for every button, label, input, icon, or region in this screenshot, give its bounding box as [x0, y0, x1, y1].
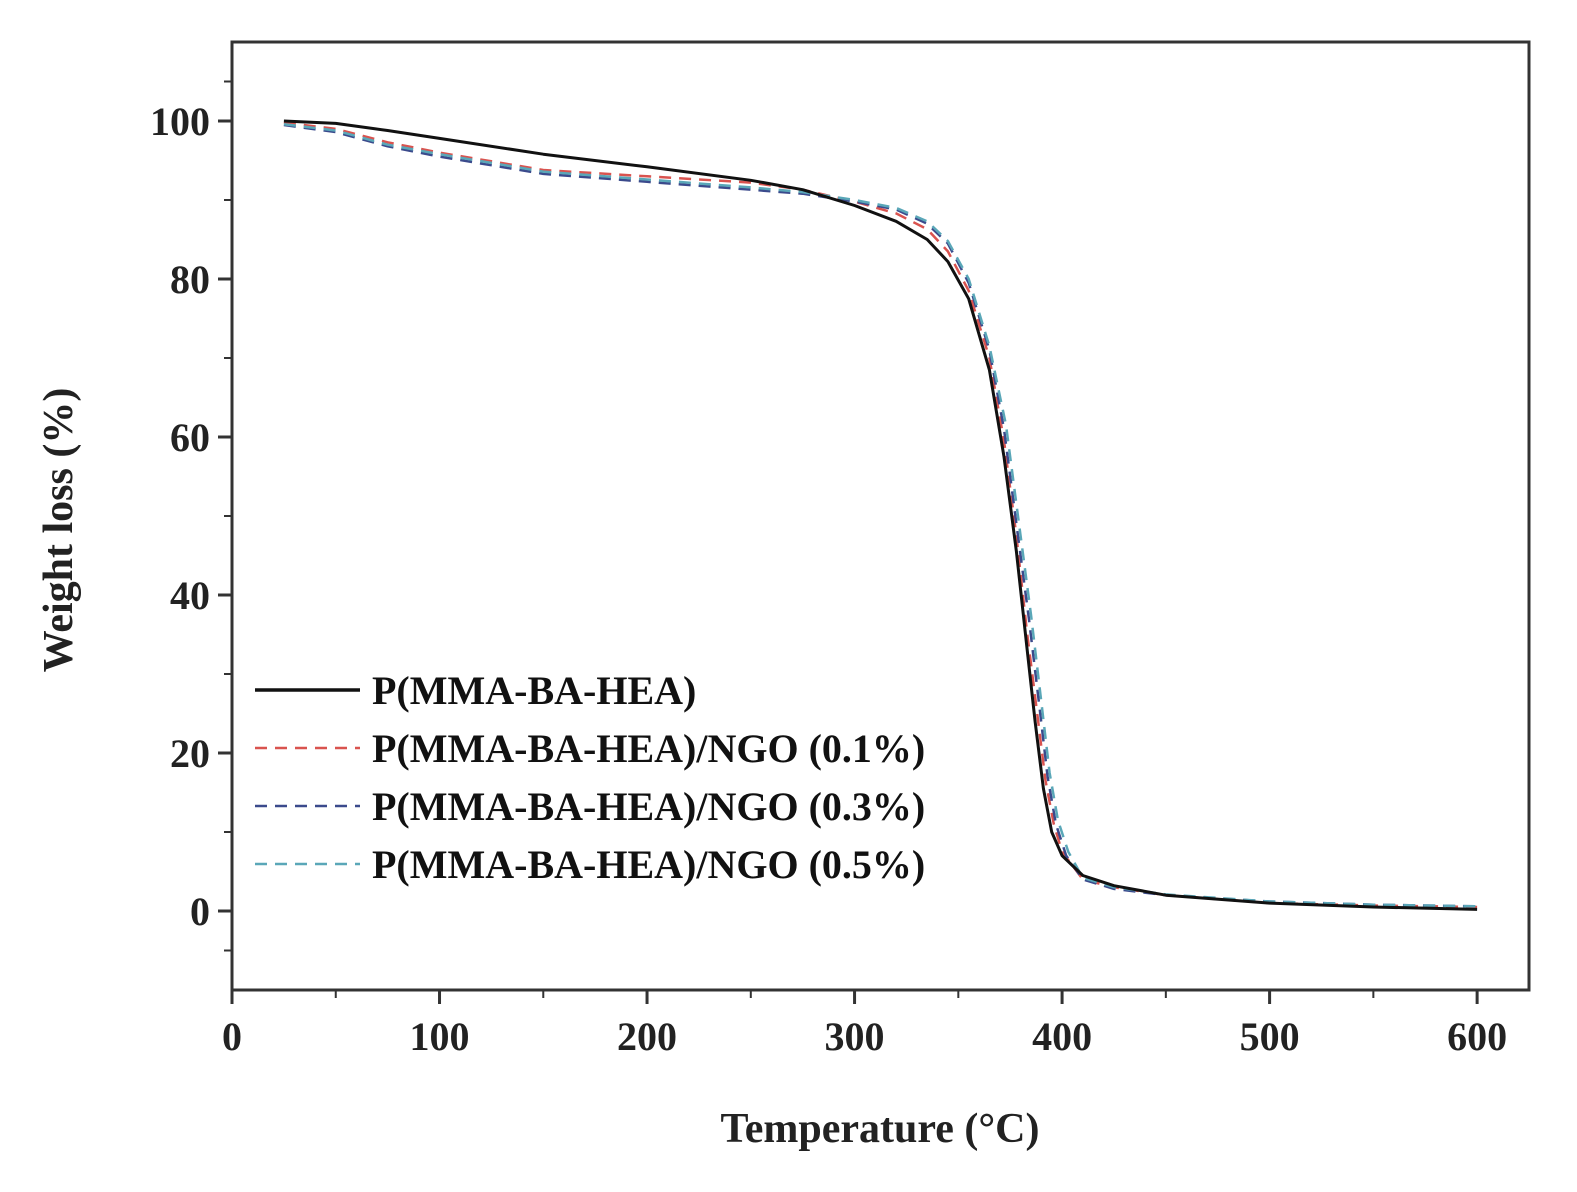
x-tick-label: 300	[825, 1014, 885, 1059]
series-line-0	[283, 119, 1478, 911]
legend-label-3: P(MMA-BA-HEA)/NGO (0.5%)	[372, 842, 925, 887]
x-tick-label: 100	[410, 1014, 470, 1059]
x-tick-label: 0	[222, 1014, 242, 1059]
series-line-1	[283, 121, 1478, 909]
y-tick-label: 20	[170, 731, 210, 776]
series-lines	[283, 119, 1478, 911]
y-tick-label: 100	[150, 99, 210, 144]
x-tick-label: 500	[1240, 1014, 1300, 1059]
axis-ticks: 0 100 200 300 400 500 600 0 20 40 60 80 100	[150, 80, 1507, 1059]
y-tick-label: 80	[170, 257, 210, 302]
legend-label-2: P(MMA-BA-HEA)/NGO (0.3%)	[372, 784, 925, 829]
legend-label-0: P(MMA-BA-HEA)	[372, 668, 696, 713]
x-axis-title: Temperature (°C)	[721, 1106, 1040, 1152]
x-tick-label: 600	[1447, 1014, 1507, 1059]
y-tick-label: 60	[170, 415, 210, 460]
x-tick-label: 200	[617, 1014, 677, 1059]
y-tick-label: 40	[170, 573, 210, 618]
legend-label-1: P(MMA-BA-HEA)/NGO (0.1%)	[372, 726, 925, 771]
y-axis-title: Weight loss (%)	[36, 388, 82, 673]
legend: P(MMA-BA-HEA) P(MMA-BA-HEA)/NGO (0.1%) P(M…	[255, 668, 925, 887]
x-tick-label: 400	[1032, 1014, 1092, 1059]
y-tick-label: 0	[190, 889, 210, 934]
